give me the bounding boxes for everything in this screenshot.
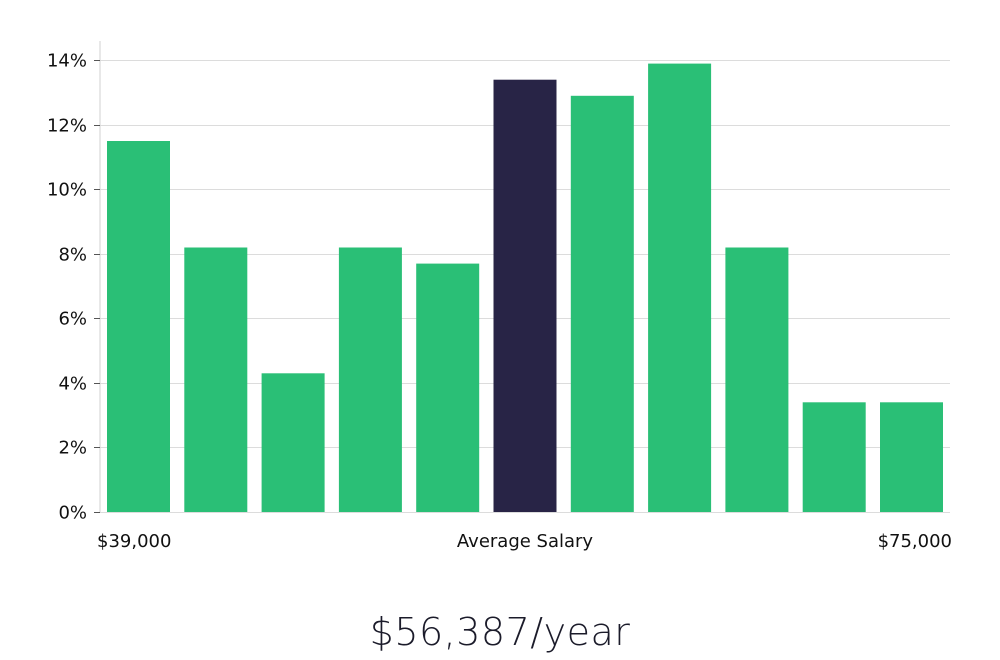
bar: [880, 402, 943, 512]
x-label-center: Average Salary: [457, 531, 594, 552]
bar: [107, 141, 170, 512]
average-salary-value: $56,387/year: [369, 610, 631, 654]
y-tick-label: 2%: [58, 438, 87, 459]
x-label-min: $39,000: [97, 531, 171, 552]
bar: [802, 402, 866, 512]
y-axis-ticks: 0% 2% 4% 6% 8% 10% 12% 14%: [47, 51, 100, 524]
y-tick-label: 0%: [58, 503, 87, 524]
bar: [648, 63, 712, 512]
y-tick-label: 8%: [58, 245, 87, 266]
salary-histogram: 0% 2% 4% 6% 8% 10% 12% 14% $39,000 Average Sala…: [47, 41, 952, 552]
x-axis-labels: $39,000 Average Salary $75,000: [97, 531, 952, 552]
bar-highlighted: [493, 79, 557, 512]
bars: [107, 63, 943, 513]
y-tick-label: 6%: [58, 309, 87, 330]
y-tick-label: 10%: [47, 180, 87, 201]
bar: [338, 247, 402, 512]
bar: [184, 247, 248, 512]
x-label-max: $75,000: [878, 531, 952, 552]
bar: [416, 263, 480, 512]
bar: [725, 247, 789, 512]
y-tick-label: 14%: [47, 51, 87, 72]
bar: [261, 373, 325, 512]
bar: [570, 95, 634, 513]
y-tick-label: 12%: [47, 116, 87, 137]
y-tick-label: 4%: [58, 374, 87, 395]
